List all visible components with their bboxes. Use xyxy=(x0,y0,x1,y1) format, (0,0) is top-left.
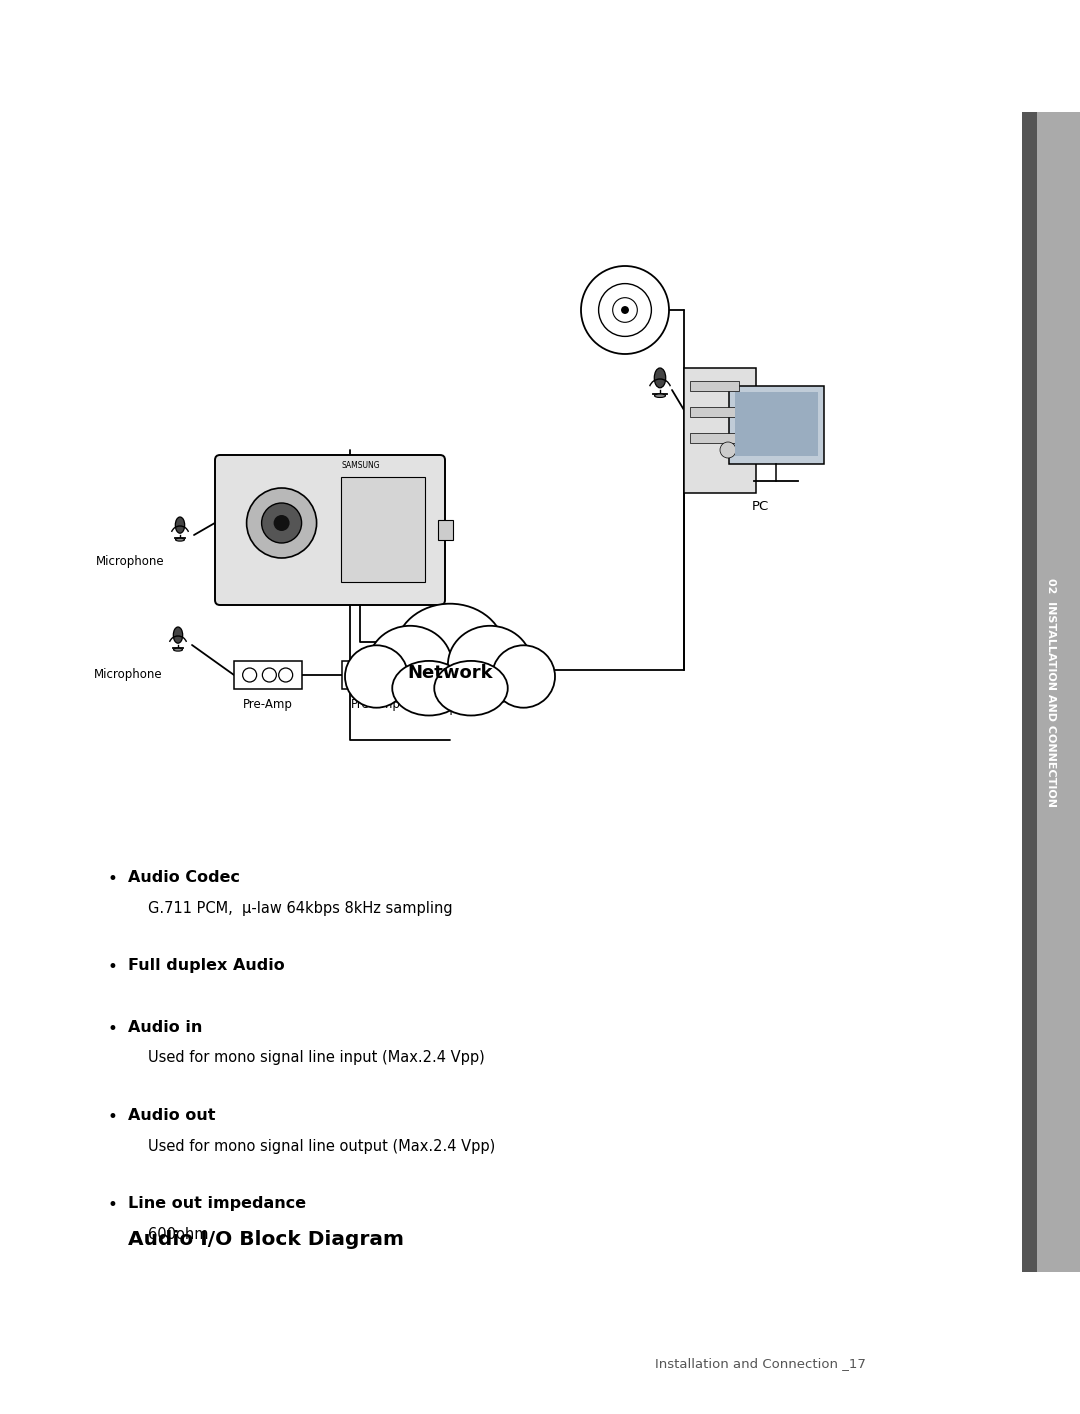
Ellipse shape xyxy=(175,539,185,542)
Ellipse shape xyxy=(395,604,504,697)
Bar xyxy=(690,433,739,443)
Circle shape xyxy=(370,667,384,682)
Ellipse shape xyxy=(448,626,531,704)
Text: Audio in: Audio in xyxy=(129,1019,202,1035)
Circle shape xyxy=(351,667,365,682)
Text: Pre-Amp: Pre-Amp xyxy=(243,699,293,711)
Text: G.711 PCM,  μ-law 64kbps 8kHz sampling: G.711 PCM, μ-law 64kbps 8kHz sampling xyxy=(148,901,453,916)
Circle shape xyxy=(436,638,496,699)
Bar xyxy=(1022,112,1037,1273)
Text: SAMSUNG: SAMSUNG xyxy=(341,461,380,471)
Circle shape xyxy=(261,503,301,543)
Ellipse shape xyxy=(492,645,555,707)
Text: Audio Codec: Audio Codec xyxy=(129,870,240,885)
Text: 600ohm: 600ohm xyxy=(148,1227,208,1241)
Ellipse shape xyxy=(654,395,665,397)
Circle shape xyxy=(621,305,629,314)
FancyBboxPatch shape xyxy=(215,455,445,605)
Ellipse shape xyxy=(174,648,183,650)
Text: Used for mono signal line input (Max.2.4 Vpp): Used for mono signal line input (Max.2.4… xyxy=(148,1051,485,1065)
Bar xyxy=(438,520,453,540)
Circle shape xyxy=(448,650,484,686)
Ellipse shape xyxy=(368,626,453,704)
Bar xyxy=(1022,112,1080,1273)
Circle shape xyxy=(279,667,293,682)
Circle shape xyxy=(387,667,401,682)
Text: Installation and Connection _17: Installation and Connection _17 xyxy=(654,1357,865,1370)
Text: Audio I/O Block Diagram: Audio I/O Block Diagram xyxy=(129,1230,404,1249)
Bar xyxy=(734,392,818,455)
Circle shape xyxy=(581,266,669,354)
Text: Microphone: Microphone xyxy=(94,667,162,682)
Text: 02  INSTALLATION AND CONNECTION: 02 INSTALLATION AND CONNECTION xyxy=(1047,577,1056,806)
Text: •: • xyxy=(108,1019,118,1038)
Text: •: • xyxy=(108,959,118,977)
Bar xyxy=(342,660,410,689)
Ellipse shape xyxy=(654,368,665,387)
Text: Network: Network xyxy=(407,665,492,682)
Ellipse shape xyxy=(345,645,408,707)
Text: •: • xyxy=(108,1196,118,1215)
Circle shape xyxy=(458,659,474,676)
Text: •: • xyxy=(108,870,118,888)
Text: Microphone: Microphone xyxy=(96,556,164,568)
Text: Used for mono signal line output (Max.2.4 Vpp): Used for mono signal line output (Max.2.… xyxy=(148,1138,496,1154)
Bar xyxy=(690,380,739,390)
Circle shape xyxy=(262,667,276,682)
Ellipse shape xyxy=(392,660,465,715)
Text: PC: PC xyxy=(752,501,769,513)
Text: Audio out: Audio out xyxy=(129,1109,216,1123)
Ellipse shape xyxy=(434,660,508,715)
Circle shape xyxy=(273,515,289,532)
Bar xyxy=(729,386,824,464)
Bar xyxy=(234,660,302,689)
Bar xyxy=(690,406,739,417)
Text: •: • xyxy=(108,1109,118,1126)
Text: Speaker: Speaker xyxy=(442,701,490,715)
Circle shape xyxy=(612,298,637,322)
Text: Line out impedance: Line out impedance xyxy=(129,1196,306,1212)
Text: Full duplex Audio: Full duplex Audio xyxy=(129,959,285,973)
Ellipse shape xyxy=(175,518,185,533)
Bar xyxy=(684,368,756,492)
Ellipse shape xyxy=(173,626,183,643)
Text: Pre-Amp: Pre-Amp xyxy=(351,699,401,711)
Circle shape xyxy=(720,443,735,458)
Circle shape xyxy=(243,667,257,682)
Bar xyxy=(341,477,424,581)
Circle shape xyxy=(463,666,469,670)
Circle shape xyxy=(598,284,651,337)
Circle shape xyxy=(246,488,316,559)
